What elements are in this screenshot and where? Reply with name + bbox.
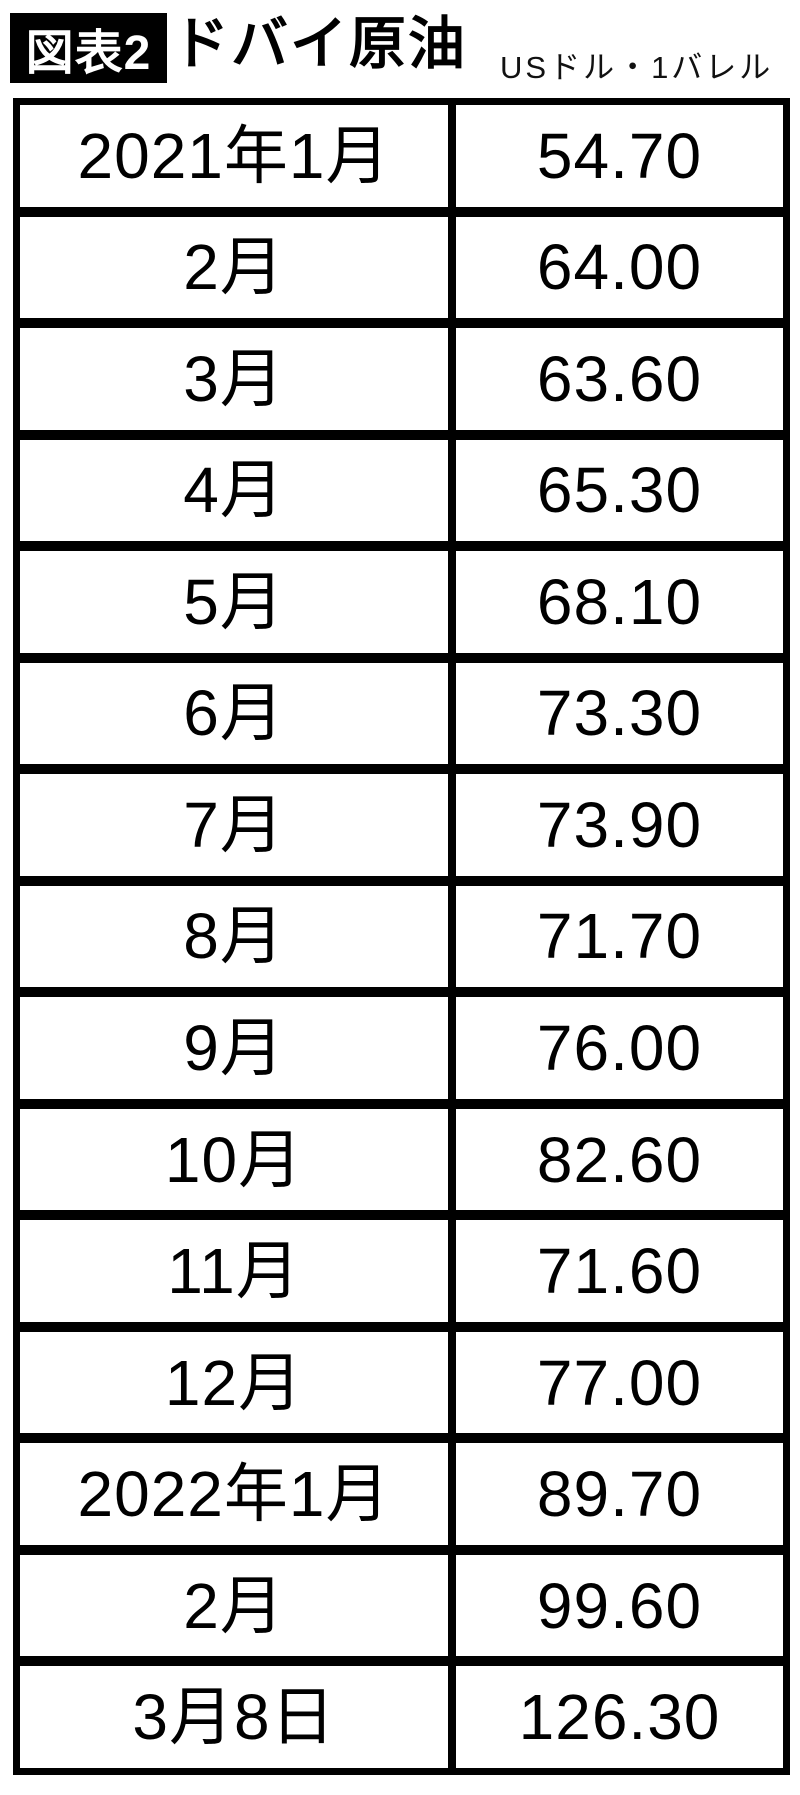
month-cell: 7月 — [20, 774, 448, 876]
month-cell: 10月 — [20, 1108, 448, 1211]
value-cell: 76.00 — [456, 997, 783, 1099]
value-cell: 73.90 — [456, 774, 783, 876]
value-cell: 65.30 — [456, 439, 783, 542]
month-cell: 12月 — [20, 1331, 448, 1434]
value-cell: 99.60 — [456, 1554, 783, 1657]
value-cell: 64.00 — [456, 216, 783, 319]
value-cell: 73.30 — [456, 662, 783, 765]
value-cell: 82.60 — [456, 1108, 783, 1211]
page-title: ドバイ原油 — [172, 12, 467, 76]
month-cell: 2月 — [20, 216, 448, 319]
month-cell: 8月 — [20, 885, 448, 988]
month-cell: 2月 — [20, 1554, 448, 1657]
value-cell: 63.60 — [456, 328, 783, 430]
header: 図表2 ドバイ原油 USドル・1バレル — [0, 0, 800, 98]
value-cell: 68.10 — [456, 551, 783, 653]
value-cell: 54.70 — [456, 105, 783, 207]
month-cell: 3月 — [20, 328, 448, 430]
value-cell: 71.70 — [456, 885, 783, 988]
value-cell: 89.70 — [456, 1443, 783, 1545]
value-cell: 71.60 — [456, 1220, 783, 1322]
month-cell: 9月 — [20, 997, 448, 1099]
month-cell: 11月 — [20, 1220, 448, 1322]
figure-badge: 図表2 — [10, 13, 167, 83]
price-table: 2021年1月 54.70 2月 64.00 3月 63.60 4月 65.30… — [13, 98, 790, 1775]
month-cell: 2021年1月 — [20, 105, 448, 207]
month-cell: 6月 — [20, 662, 448, 765]
month-cell: 4月 — [20, 439, 448, 542]
value-cell: 77.00 — [456, 1331, 783, 1434]
month-cell: 2022年1月 — [20, 1443, 448, 1545]
month-cell: 5月 — [20, 551, 448, 653]
month-cell: 3月8日 — [20, 1666, 448, 1768]
value-cell: 126.30 — [456, 1666, 783, 1768]
unit-label: USドル・1バレル — [500, 50, 774, 85]
